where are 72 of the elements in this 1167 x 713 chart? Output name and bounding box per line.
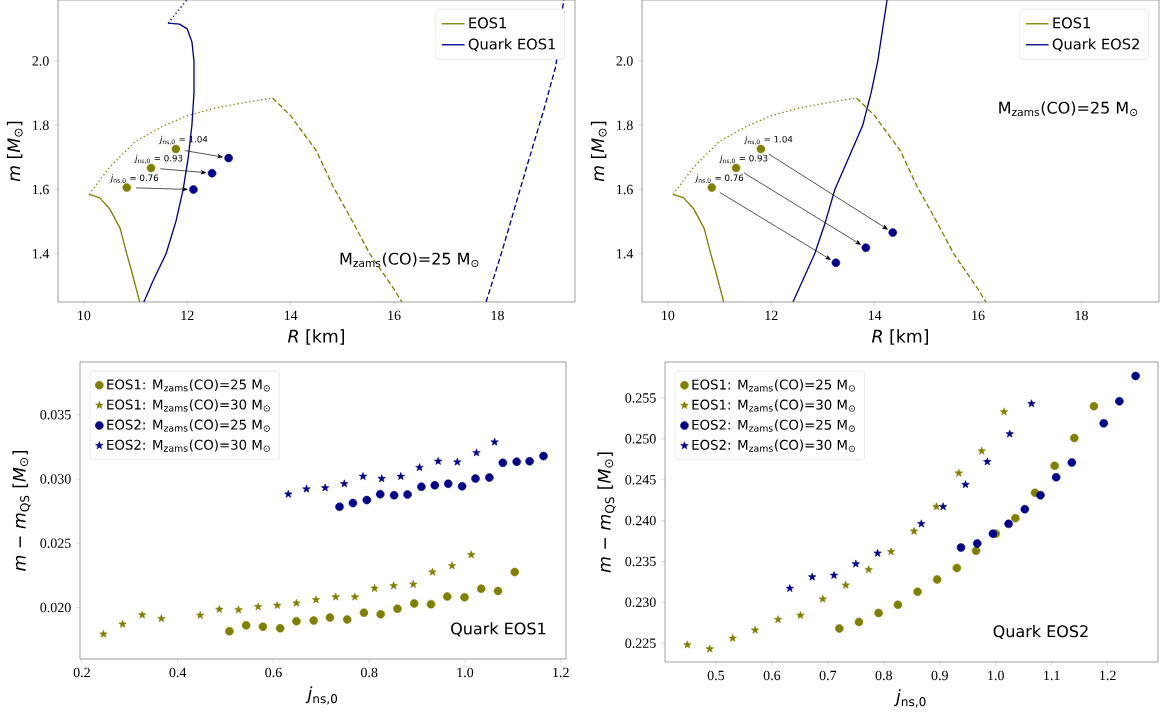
annotation: Quark EOS2 — [993, 624, 1088, 640]
y-tick-label: 0.225 — [625, 638, 656, 648]
x-tick-label: 12 — [765, 310, 778, 320]
x-tick-label: 0.8 — [360, 667, 378, 678]
annotation: j$_{ns,0}$ = 1.04 — [743, 135, 793, 145]
y-tick-label: 1.6 — [617, 184, 633, 195]
x-tick-label: 12 — [181, 310, 194, 320]
legend-label: EOS1 — [1053, 17, 1091, 29]
y-axis-title: m − m$_{QS}$ [M$_{⊙}$] — [597, 452, 616, 573]
y-tick-label: 2.0 — [32, 56, 49, 66]
y-tick-label: 0.245 — [625, 474, 656, 485]
x-tick-label: 10 — [662, 310, 675, 321]
y-tick-label: 0.020 — [40, 602, 71, 613]
annotation: Quark EOS1 — [451, 622, 546, 637]
annotation: M$_{zams}$(CO)=25 M$_{⊙}$ — [999, 101, 1138, 117]
x-axis-title: j$_{ns,0}$ — [894, 689, 926, 708]
x-tick-label: 10 — [78, 310, 91, 321]
legend-label: Quark EOS1 — [468, 38, 556, 52]
annotation: j$_{ns,0}$ = 0.93 — [719, 154, 768, 164]
annotation: j$_{ns,0}$ = 0.76 — [109, 174, 159, 184]
y-tick-label: 0.255 — [625, 393, 656, 403]
x-tick-label: 0.4 — [169, 667, 187, 678]
y-axis-title: m − m$_{QS}$ [M$_{⊙}$] — [12, 450, 31, 571]
x-tick-label: 0.6 — [763, 670, 781, 681]
y-tick-label: 0.230 — [625, 597, 656, 608]
x-axis-title: j$_{ns,0}$ — [305, 686, 338, 705]
x-tick-label: 0.9 — [931, 670, 948, 681]
x-tick-label: 1.0 — [457, 667, 474, 678]
y-tick-label: 1.6 — [33, 184, 49, 195]
x-tick-label: 18 — [491, 310, 504, 321]
x-tick-label: 16 — [388, 310, 401, 321]
legend-label: EOS1: M$_{zams}$(CO)=25 M$_{⊙}$ — [107, 379, 270, 392]
x-axis-title: R [km] — [871, 329, 929, 345]
y-tick-label: 0.025 — [40, 538, 71, 549]
y-tick-label: 1.4 — [617, 249, 634, 259]
y-tick-label: 2.0 — [616, 56, 633, 66]
legend-label: EOS1 — [469, 17, 507, 29]
x-tick-label: 1.0 — [988, 670, 1004, 681]
legend-label: EOS2: M$_{zams}$(CO)=30 M$_{⊙}$ — [692, 439, 855, 452]
x-tick-label: 0.6 — [265, 667, 282, 678]
y-tick-label: 0.030 — [40, 474, 71, 484]
x-tick-label: 14 — [868, 310, 882, 320]
y-tick-label: 0.240 — [625, 515, 656, 526]
y-tick-label: 1.8 — [33, 120, 49, 131]
legend-label: EOS1: M$_{zams}$(CO)=25 M$_{⊙}$ — [692, 379, 855, 392]
x-tick-label: 1.2 — [1100, 670, 1116, 681]
x-axis-title: R [km] — [287, 329, 345, 345]
legend-label: EOS1: M$_{zams}$(CO)=30 M$_{⊙}$ — [107, 399, 270, 412]
legend-label: EOS2: M$_{zams}$(CO)=25 M$_{⊙}$ — [692, 419, 855, 432]
x-tick-label: 0.2 — [73, 667, 90, 678]
x-tick-label: 0.7 — [819, 670, 837, 681]
annotation: j$_{ns,0}$ = 0.93 — [134, 154, 183, 164]
annotation: M$_{zams}$(CO)=25 M$_{⊙}$ — [340, 252, 479, 268]
x-tick-label: 16 — [972, 310, 985, 321]
y-tick-label: 0.235 — [625, 556, 656, 567]
y-axis-title: m [M$_{⊙}$] — [6, 121, 23, 182]
y-tick-label: 1.8 — [617, 120, 633, 131]
x-tick-label: 0.5 — [707, 670, 725, 681]
y-tick-label: 1.4 — [33, 249, 50, 259]
x-tick-label: 1.1 — [1044, 670, 1060, 681]
x-tick-label: 0.8 — [875, 670, 893, 681]
x-tick-label: 1.2 — [553, 667, 569, 678]
legend-label: EOS2: M$_{zams}$(CO)=25 M$_{⊙}$ — [107, 419, 270, 432]
annotation: j$_{ns,0}$ = 0.76 — [694, 174, 744, 184]
y-tick-label: 0.035 — [40, 409, 71, 420]
legend-label: Quark EOS2 — [1052, 38, 1139, 52]
x-tick-label: 14 — [284, 310, 298, 320]
legend-label: EOS2: M$_{zams}$(CO)=30 M$_{⊙}$ — [107, 439, 270, 452]
y-axis-title: m [M$_{⊙}$] — [590, 121, 607, 182]
x-tick-label: 18 — [1075, 310, 1088, 321]
y-tick-label: 0.250 — [625, 434, 656, 444]
legend-label: EOS1: M$_{zams}$(CO)=30 M$_{⊙}$ — [692, 399, 855, 412]
